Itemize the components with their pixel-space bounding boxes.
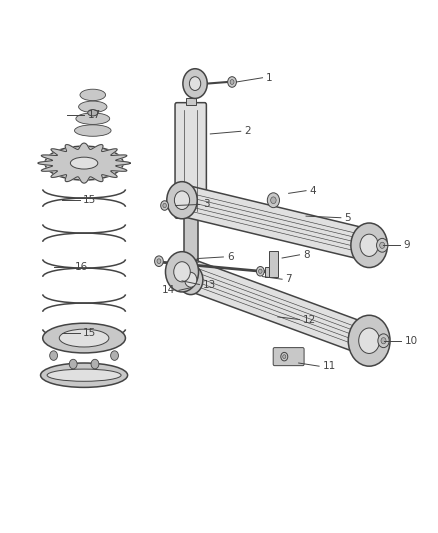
Text: 6: 6 bbox=[227, 252, 233, 262]
Text: 14: 14 bbox=[162, 285, 176, 295]
Circle shape bbox=[166, 252, 198, 292]
Circle shape bbox=[167, 182, 197, 219]
Circle shape bbox=[258, 269, 262, 273]
Text: 16: 16 bbox=[74, 262, 88, 271]
Ellipse shape bbox=[71, 157, 98, 169]
Text: 3: 3 bbox=[203, 199, 209, 209]
Bar bbox=[265, 267, 268, 277]
Circle shape bbox=[271, 197, 276, 204]
Text: 8: 8 bbox=[303, 250, 310, 260]
Circle shape bbox=[228, 77, 237, 87]
Bar bbox=[268, 251, 278, 277]
Circle shape bbox=[174, 262, 190, 282]
Text: 15: 15 bbox=[83, 195, 96, 205]
Text: 2: 2 bbox=[244, 126, 251, 136]
Ellipse shape bbox=[47, 369, 121, 381]
Text: 10: 10 bbox=[404, 336, 417, 346]
Ellipse shape bbox=[80, 89, 106, 101]
Circle shape bbox=[283, 355, 286, 359]
Ellipse shape bbox=[76, 113, 110, 124]
Circle shape bbox=[174, 191, 190, 209]
Ellipse shape bbox=[59, 329, 109, 347]
Ellipse shape bbox=[88, 110, 98, 116]
Circle shape bbox=[348, 316, 390, 366]
Text: 4: 4 bbox=[310, 185, 316, 196]
Circle shape bbox=[381, 337, 386, 344]
Circle shape bbox=[183, 69, 207, 99]
Circle shape bbox=[377, 238, 388, 252]
Polygon shape bbox=[38, 143, 130, 183]
Polygon shape bbox=[180, 184, 372, 261]
Circle shape bbox=[69, 359, 77, 369]
Text: 5: 5 bbox=[344, 213, 351, 223]
Circle shape bbox=[360, 234, 378, 256]
Circle shape bbox=[185, 272, 197, 287]
Text: 9: 9 bbox=[403, 240, 410, 251]
Text: 15: 15 bbox=[83, 328, 96, 338]
Ellipse shape bbox=[78, 101, 107, 112]
Bar bbox=[184, 216, 198, 272]
Circle shape bbox=[163, 204, 166, 208]
Ellipse shape bbox=[43, 323, 125, 353]
Circle shape bbox=[230, 79, 234, 84]
Circle shape bbox=[111, 351, 118, 360]
Circle shape bbox=[161, 201, 169, 211]
Text: 12: 12 bbox=[303, 314, 316, 325]
Circle shape bbox=[155, 256, 163, 266]
Circle shape bbox=[267, 193, 279, 208]
Circle shape bbox=[179, 265, 203, 295]
FancyBboxPatch shape bbox=[273, 348, 304, 366]
Text: 17: 17 bbox=[88, 110, 101, 120]
Circle shape bbox=[351, 223, 388, 268]
Polygon shape bbox=[178, 256, 373, 356]
Circle shape bbox=[281, 352, 288, 361]
Ellipse shape bbox=[45, 146, 123, 180]
Circle shape bbox=[157, 259, 161, 264]
Circle shape bbox=[380, 242, 385, 248]
Bar bbox=[186, 99, 196, 105]
Text: 11: 11 bbox=[322, 361, 336, 371]
FancyBboxPatch shape bbox=[175, 103, 206, 218]
Text: 7: 7 bbox=[286, 274, 292, 284]
Ellipse shape bbox=[41, 363, 127, 387]
Text: 13: 13 bbox=[203, 279, 216, 289]
Circle shape bbox=[189, 77, 201, 91]
Circle shape bbox=[91, 359, 99, 369]
Circle shape bbox=[49, 351, 57, 360]
Ellipse shape bbox=[74, 125, 111, 136]
Circle shape bbox=[359, 328, 380, 353]
Text: 1: 1 bbox=[266, 72, 272, 83]
Circle shape bbox=[256, 266, 264, 276]
Circle shape bbox=[378, 334, 389, 348]
